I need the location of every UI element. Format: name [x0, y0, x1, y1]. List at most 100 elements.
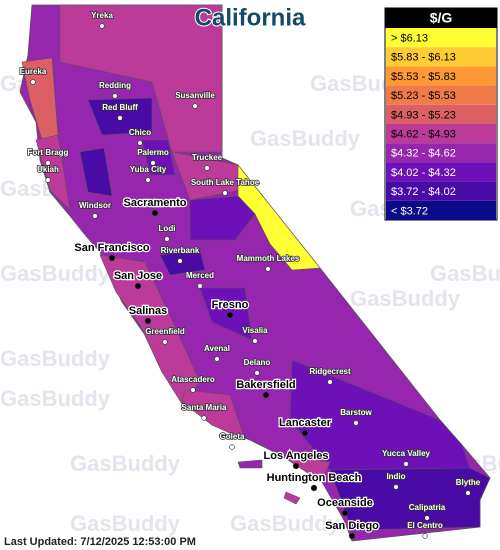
island — [237, 459, 263, 469]
county-region — [141, 139, 176, 176]
legend-header: $/G — [430, 10, 453, 26]
map-title: California — [195, 4, 306, 31]
city-label: Atascadero — [171, 375, 215, 384]
city-label: Eureka — [20, 67, 47, 76]
city-label: San Jose — [114, 270, 162, 282]
city-dot — [262, 391, 270, 399]
city-label: Chico — [129, 128, 151, 137]
watermark: GasBuddy — [70, 451, 181, 476]
county-region — [79, 147, 113, 197]
city-label: Yucca Valley — [382, 449, 431, 458]
city-label: Santa Maria — [182, 403, 227, 412]
legend-swatch — [386, 85, 496, 105]
legend-label: < $3.72 — [391, 205, 428, 217]
county-region — [99, 254, 201, 405]
city-label: Barstow — [340, 408, 372, 417]
legend-swatch — [386, 66, 496, 86]
city-label: Calipatria — [409, 503, 446, 512]
city-dot — [201, 415, 207, 421]
city-label: San Francisco — [74, 242, 149, 254]
legend-label: $5.53 - $5.83 — [391, 71, 456, 83]
county-region — [189, 195, 256, 241]
city-dot — [292, 462, 300, 470]
city-label: Yuba City — [130, 165, 167, 174]
legend-label: $5.23 - $5.53 — [391, 90, 456, 102]
city-dot — [348, 532, 356, 540]
city-dot — [204, 165, 210, 171]
county-region — [281, 455, 331, 483]
city-dot — [164, 236, 170, 242]
city-label: Avenal — [204, 344, 230, 353]
watermark: GasBuddy — [430, 261, 500, 286]
city-dot — [403, 461, 409, 467]
city-label: Redding — [99, 81, 131, 90]
city-dot — [327, 379, 333, 385]
city-label: Bakersfield — [236, 379, 295, 391]
city-dot — [341, 509, 349, 517]
legend-label: $5.83 - $6.13 — [391, 52, 456, 64]
city-dot — [424, 515, 430, 521]
city-label: Huntington Beach — [267, 472, 362, 484]
city-dot — [229, 444, 235, 450]
city-dot — [117, 115, 123, 121]
city-dot — [92, 213, 98, 219]
city-label: Windsor — [79, 201, 111, 210]
county-region — [199, 287, 253, 341]
city-dot — [310, 484, 318, 492]
legend-swatch — [386, 200, 496, 220]
city-label: Visalia — [242, 326, 268, 335]
legend: $/G> $6.13 $5.83 - $6.13 $5.53 - $5.83 $5.2… — [384, 7, 498, 221]
city-label: Blythe — [456, 478, 481, 487]
city-dot — [254, 370, 260, 376]
city-dot — [30, 79, 36, 85]
state-map — [19, 4, 491, 542]
footer: Last Updated: 7/12/2025 12:53:00 PM — [4, 536, 196, 548]
city-label: South Lake Tahoe — [191, 178, 260, 187]
city-label: Truckee — [192, 153, 223, 162]
city-label: Salinas — [129, 305, 168, 317]
city-label: Fresno — [212, 299, 249, 311]
city-label: Indio — [386, 472, 405, 481]
legend-header-bg — [385, 8, 497, 28]
city-dot — [226, 311, 234, 319]
city-label: El Centro — [407, 521, 443, 530]
legend-label: $4.02 - $4.32 — [391, 167, 456, 179]
city-dot — [465, 490, 471, 496]
watermark: GasBuddy — [250, 126, 361, 151]
legend-swatch — [386, 162, 496, 182]
city-label: Los Angeles — [264, 450, 329, 462]
watermark: GasBuddy — [350, 286, 461, 311]
legend-swatch — [386, 181, 496, 201]
city-dot — [137, 140, 143, 146]
city-dot — [422, 533, 428, 539]
city-dot — [99, 23, 105, 29]
watermark: GasBuddy — [0, 386, 111, 411]
city-dot — [45, 160, 51, 166]
watermark: GasBuddy — [0, 346, 111, 371]
city-dot — [177, 258, 183, 264]
city-label: Sacramento — [124, 197, 187, 209]
city-label: Goleta — [220, 432, 245, 441]
legend-label: $4.93 - $5.23 — [391, 109, 456, 121]
city-dot — [151, 209, 159, 217]
legend-label: $4.32 - $4.62 — [391, 148, 456, 160]
watermark: GasBuddy — [230, 511, 341, 536]
watermark: GasBuddy — [70, 511, 181, 536]
legend-label: > $6.13 — [391, 33, 428, 45]
city-label: Lodi — [159, 224, 176, 233]
city-label: Fort Bragg — [28, 148, 69, 157]
legend-swatch — [386, 28, 496, 48]
city-label: Lancaster — [279, 417, 332, 429]
legend-label: $4.62 - $4.93 — [391, 129, 456, 141]
county-region — [181, 389, 246, 441]
island — [283, 491, 301, 505]
city-label: Red Bluff — [102, 103, 138, 112]
city-label: Delano — [244, 358, 271, 367]
legend-swatch — [386, 104, 496, 124]
city-dot — [108, 254, 116, 262]
legend-swatch — [386, 124, 496, 144]
city-dot — [112, 93, 118, 99]
county-region — [35, 134, 71, 211]
city-label: Greenfield — [145, 327, 185, 336]
